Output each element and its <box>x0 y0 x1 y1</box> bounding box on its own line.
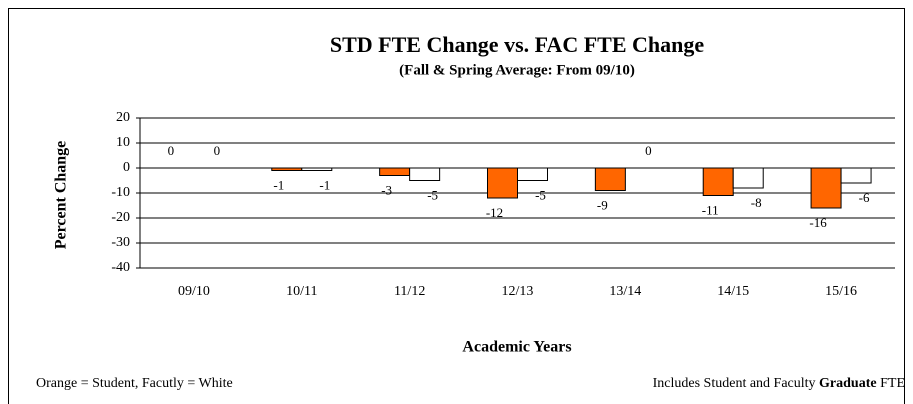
note-part: Graduate <box>819 376 877 391</box>
y-tick-label: -10 <box>111 185 130 200</box>
x-axis-title: Academic Years <box>462 339 571 356</box>
data-label: -6 <box>859 190 870 205</box>
data-label: -1 <box>273 177 284 192</box>
data-label: -3 <box>381 182 392 197</box>
y-tick-label: -40 <box>111 260 130 275</box>
y-axis-title: Percent Change <box>53 141 70 250</box>
y-tick-label: 10 <box>116 135 130 150</box>
note-left: Orange = Student, Facutly = White <box>36 376 233 391</box>
data-label: -5 <box>427 187 438 202</box>
data-label: 0 <box>214 143 221 158</box>
data-label: -11 <box>702 202 719 217</box>
y-tick-label: -30 <box>111 235 130 250</box>
bar <box>732 167 764 189</box>
data-label: -5 <box>535 187 546 202</box>
x-tick-label: 12/13 <box>502 284 534 299</box>
x-tick-label: 11/12 <box>394 284 425 299</box>
data-label: -9 <box>597 197 608 212</box>
note-part: Includes Student and Faculty <box>653 376 816 391</box>
chart-subtitle: (Fall & Spring Average: From 09/10) <box>399 62 635 78</box>
chart-frame <box>8 8 905 404</box>
note-right: Includes Student and Faculty Graduate FT… <box>653 376 905 391</box>
data-label: 0 <box>645 143 652 158</box>
bar <box>409 167 441 181</box>
x-tick-label: 13/14 <box>609 284 641 299</box>
bar <box>271 167 303 171</box>
data-label: 0 <box>168 143 175 158</box>
bar <box>379 167 411 176</box>
x-tick-label: 14/15 <box>717 284 749 299</box>
y-tick-label: 20 <box>116 110 130 125</box>
data-label: -8 <box>751 195 762 210</box>
x-tick-label: 10/11 <box>286 284 317 299</box>
bar <box>702 167 734 196</box>
chart-title: STD FTE Change vs. FAC FTE Change <box>330 32 704 57</box>
bar <box>840 167 872 184</box>
data-label: -12 <box>486 205 503 220</box>
bar <box>487 167 518 199</box>
x-tick-label: 15/16 <box>825 284 857 299</box>
data-label: -1 <box>319 177 330 192</box>
bar <box>517 167 548 181</box>
note-part: FTE <box>880 376 905 391</box>
y-tick-label: -20 <box>111 210 130 225</box>
bar <box>301 167 333 171</box>
x-tick-label: 09/10 <box>178 284 210 299</box>
bar <box>810 167 842 209</box>
y-tick-label: 0 <box>123 160 130 175</box>
bar <box>594 167 626 191</box>
data-label: -16 <box>809 215 827 230</box>
